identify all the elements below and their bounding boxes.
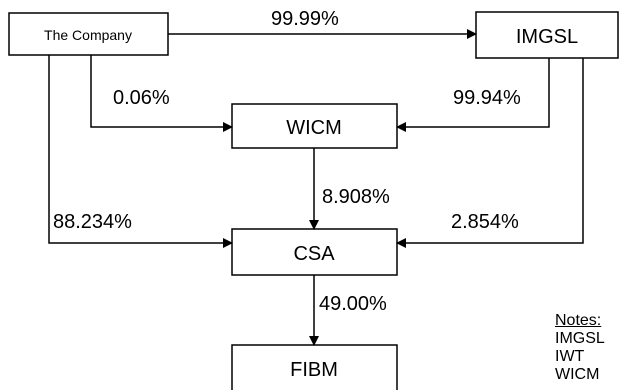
- csa-box: CSA: [231, 228, 398, 276]
- csa-label: CSA: [293, 243, 335, 265]
- wicm-box: WICM: [231, 103, 398, 149]
- wicm-label: WICM: [286, 117, 342, 139]
- company-box: The Company: [8, 12, 169, 56]
- imgsl-box: IMGSL: [475, 11, 619, 59]
- notes-item: WICM: [555, 366, 600, 383]
- imgsl-wicm-arrow: [396, 58, 550, 132]
- imgsl-csa-pct: 2.854%: [451, 211, 519, 233]
- company-wicm-pct: 0.06%: [113, 87, 170, 109]
- notes-title: Notes:: [555, 312, 602, 329]
- notes-section: Notes: IMGSL IWT WICM: [555, 312, 605, 390]
- fibm-box: FIBM: [231, 344, 398, 390]
- company-label: The Company: [44, 27, 132, 43]
- notes-item: IMGSL: [555, 330, 605, 347]
- notes-item: IWT: [555, 348, 585, 365]
- imgsl-csa-arrow: [396, 58, 584, 248]
- company-csa-pct: 88.234%: [53, 211, 132, 233]
- company-csa-arrow: [48, 55, 233, 248]
- csa-fibm-pct: 49.00%: [319, 293, 387, 315]
- company-wicm-arrow: [90, 55, 233, 132]
- wicm-csa-pct: 8.908%: [322, 186, 390, 208]
- imgsl-label: IMGSL: [516, 26, 578, 48]
- company-imgsl-pct: 99.99%: [271, 8, 339, 30]
- fibm-label: FIBM: [290, 359, 338, 381]
- imgsl-wicm-pct: 99.94%: [453, 87, 521, 109]
